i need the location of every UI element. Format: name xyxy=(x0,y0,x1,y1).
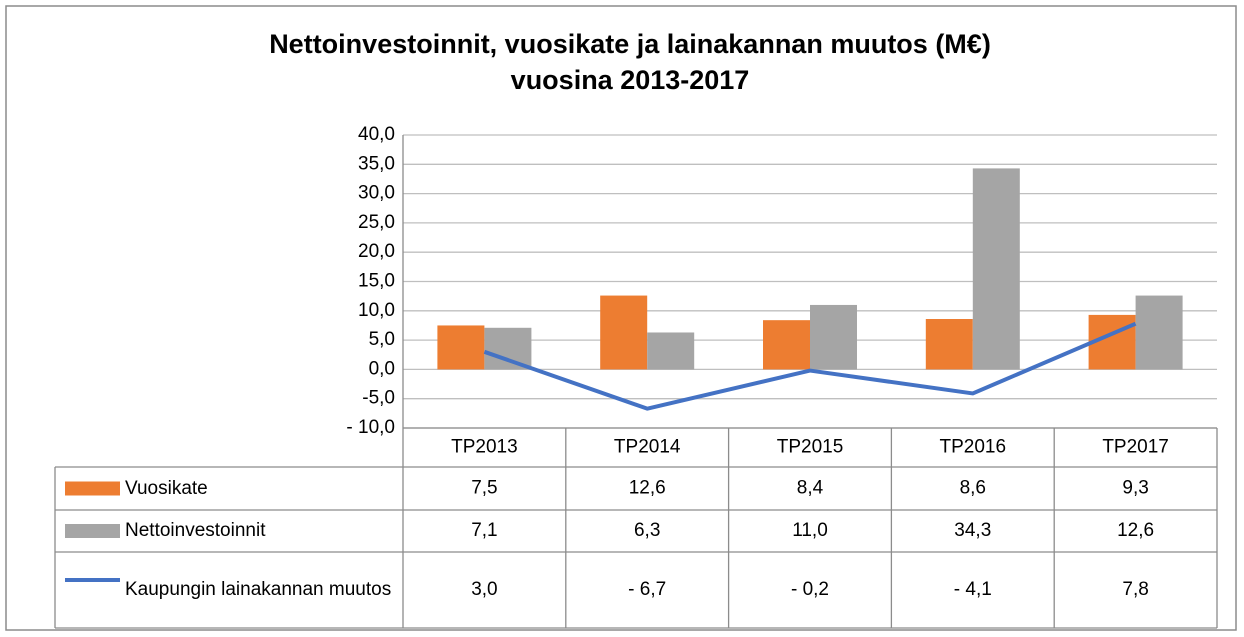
bar xyxy=(484,327,532,370)
legend-item: Vuosikate xyxy=(125,477,208,499)
table-cell: 6,3 xyxy=(634,520,660,541)
x-tick-label: TP2017 xyxy=(1102,437,1169,458)
legend-swatch xyxy=(65,524,120,538)
bar xyxy=(763,320,810,370)
bar xyxy=(1135,295,1183,370)
table-cell: 12,6 xyxy=(629,478,666,499)
y-tick-label: 40,0 xyxy=(358,124,395,145)
table-cell: 11,0 xyxy=(792,520,828,541)
table-cell: 3,0 xyxy=(471,579,497,600)
y-tick-label: 35,0 xyxy=(358,153,395,174)
y-tick-label: 0,0 xyxy=(369,358,395,379)
legend-swatch xyxy=(65,481,120,496)
legend-item: Kaupungin lainakannan muutos xyxy=(125,579,392,600)
bar xyxy=(810,304,857,370)
table-cell: 34,3 xyxy=(954,520,991,541)
x-tick-label: TP2016 xyxy=(940,437,1007,458)
table-cell: 7,8 xyxy=(1122,579,1148,600)
y-tick-label: 20,0 xyxy=(358,241,395,262)
x-tick-label: TP2015 xyxy=(777,437,844,458)
x-tick-label: TP2014 xyxy=(614,437,681,458)
bar xyxy=(647,332,695,370)
legend-item: Nettoinvestoinnit xyxy=(125,520,266,541)
y-tick-label: 30,0 xyxy=(358,183,395,204)
y-tick-label: 10,0 xyxy=(358,300,395,321)
table-cell: - 0,2 xyxy=(791,579,829,600)
y-tick-label: 25,0 xyxy=(358,212,395,233)
y-tick-label: - 10,0 xyxy=(346,417,395,438)
table-cell: 7,5 xyxy=(471,478,497,499)
table-cell: 8,4 xyxy=(797,478,824,499)
y-tick-label: -5,0 xyxy=(362,388,395,409)
legend-label: Kaupungin lainakannan muutos xyxy=(125,579,392,600)
table-cell: 8,6 xyxy=(960,478,986,499)
table-cell: 12,6 xyxy=(1117,520,1154,541)
table-cell: 7,1 xyxy=(471,520,497,541)
table-cell: 9,3 xyxy=(1122,478,1148,499)
line xyxy=(483,321,1137,411)
bar xyxy=(972,168,1020,370)
chart-title: vuosina 2013-2017 xyxy=(511,65,750,95)
x-tick-label: TP2013 xyxy=(451,437,518,458)
bar xyxy=(437,325,485,370)
bar xyxy=(600,295,648,370)
table-cell: - 6,7 xyxy=(628,579,666,600)
legend-label: Nettoinvestoinnit xyxy=(125,520,266,541)
legend-label: Vuosikate xyxy=(125,477,208,499)
chart-title: Nettoinvestoinnit, vuosikate ja lainakan… xyxy=(269,29,991,59)
table-cell: - 4,1 xyxy=(954,579,992,600)
bar xyxy=(925,319,973,370)
y-tick-label: 5,0 xyxy=(369,329,395,350)
y-tick-label: 15,0 xyxy=(358,271,395,292)
